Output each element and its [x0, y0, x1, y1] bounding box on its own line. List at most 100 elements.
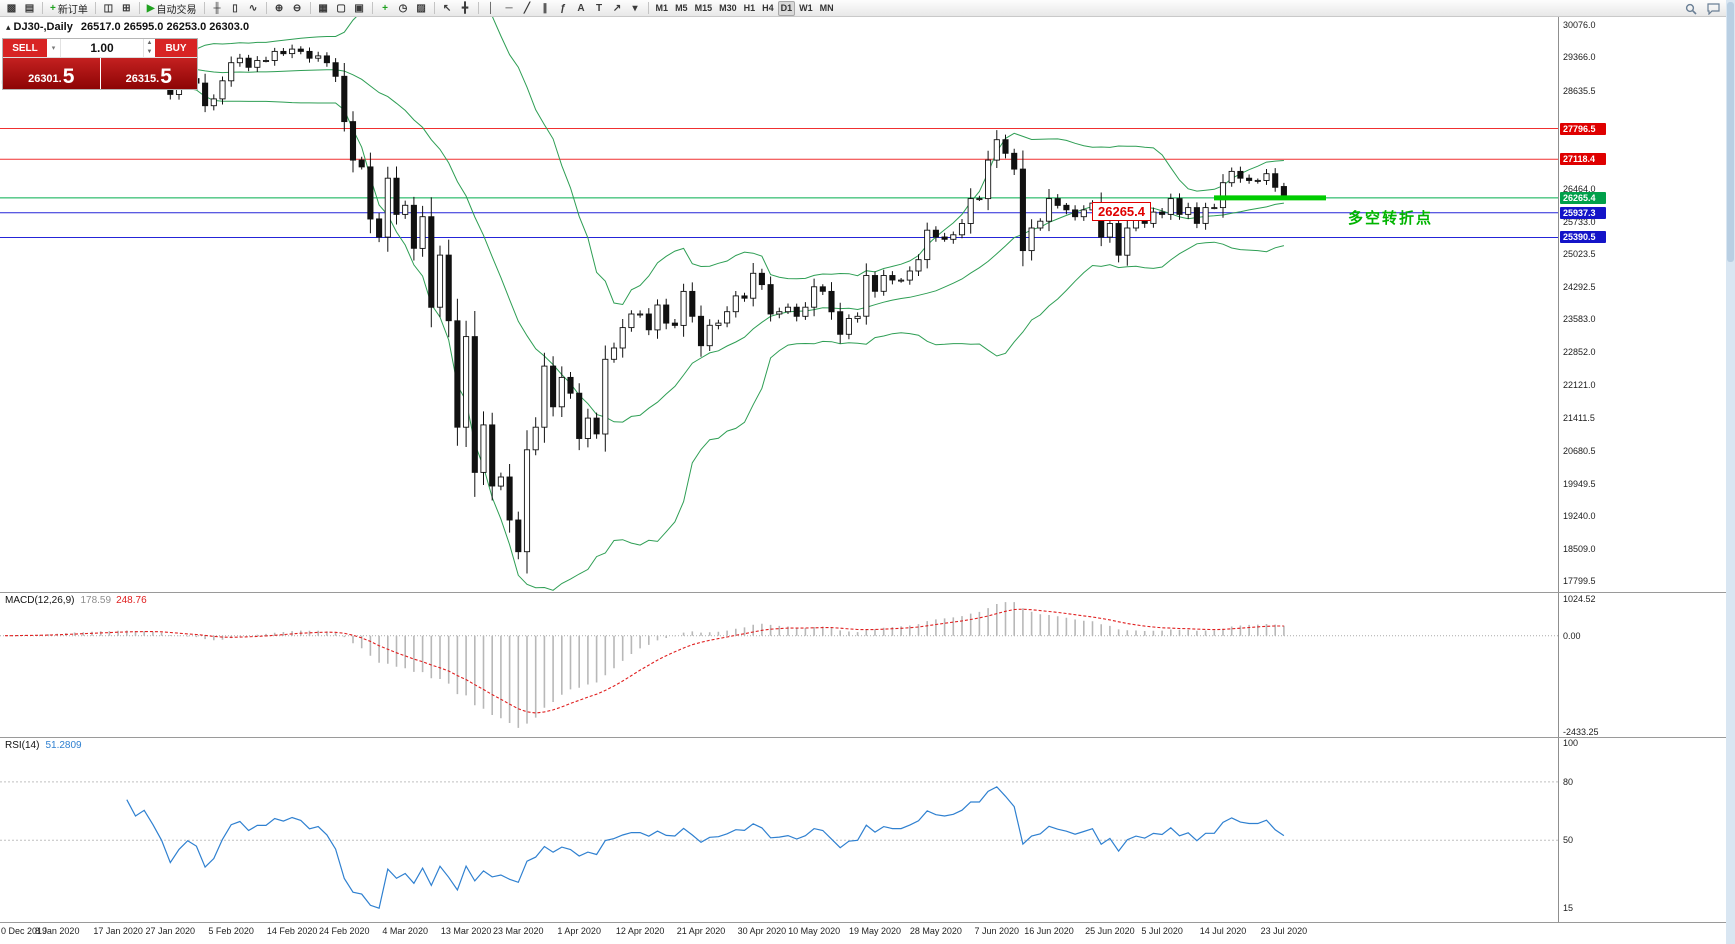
date-label: 5 Jul 2020 — [1141, 926, 1183, 936]
timeframe-m15[interactable]: M15 — [692, 1, 716, 16]
crosshair-icon[interactable]: ╋ — [457, 1, 474, 16]
grid-icon[interactable]: ▣ — [351, 1, 368, 16]
price-tick-label: 23583.0 — [1563, 314, 1596, 325]
date-label: 4 Mar 2020 — [382, 926, 428, 936]
price-badge: 26265.4 — [1560, 191, 1606, 204]
price-tick-label: 18509.0 — [1563, 544, 1596, 555]
price-tick-label: 19949.5 — [1563, 478, 1596, 489]
date-label: 8 Jan 2020 — [34, 926, 80, 936]
level-annotation-box[interactable]: 26265.4 — [1092, 202, 1151, 221]
line-chart-icon[interactable]: ∿ — [245, 1, 262, 16]
chart-symbol: DJ30-,Daily — [13, 21, 73, 33]
channel-icon[interactable]: ∥ — [537, 1, 554, 16]
bar-chart-icon[interactable]: ╫ — [209, 1, 226, 16]
panel-splitter[interactable] — [0, 592, 1727, 593]
tile-windows-icon[interactable]: ▦ — [315, 1, 332, 16]
timeframe-mn[interactable]: MN — [817, 1, 837, 16]
date-label: 23 Mar 2020 — [493, 926, 544, 936]
date-label: 7 Jun 2020 — [974, 926, 1020, 936]
price-chart-panel[interactable]: ▴ DJ30-,Daily 26517.0 26595.0 26253.0 2630… — [0, 17, 1558, 592]
price-tick-label: 22852.0 — [1563, 347, 1596, 358]
profiles-icon[interactable]: ▤ — [21, 1, 38, 16]
macd-panel: MACD(12,26,9) 178.59 248.76 — [0, 592, 1558, 737]
shapes-dropdown-icon[interactable]: ▾ — [627, 1, 644, 16]
timeframe-h1[interactable]: H1 — [741, 1, 759, 16]
trendline-icon[interactable]: ╱ — [519, 1, 536, 16]
fibonacci-icon[interactable]: ƒ — [555, 1, 572, 16]
timeframe-d1[interactable]: D1 — [777, 0, 796, 16]
rsi-chart-svg — [0, 781, 1558, 909]
rsi-tick-label: 15 — [1563, 903, 1574, 914]
cursor-icon[interactable]: ↖ — [439, 1, 456, 16]
timeframe-m1[interactable]: M1 — [653, 1, 672, 16]
vertical-scrollbar[interactable] — [1726, 0, 1735, 944]
indicators-icon[interactable]: + — [377, 1, 394, 16]
new-order-button[interactable]: + 新订单 — [47, 1, 91, 16]
volume-up-button[interactable]: ▲ — [146, 40, 153, 46]
volume-input-wrap: ▲ ▼ — [61, 39, 155, 57]
rsi-tick-label: 50 — [1563, 835, 1574, 846]
price-badge: 27118.4 — [1560, 153, 1606, 166]
chat-icon[interactable] — [1704, 1, 1723, 16]
timeframe-h4[interactable]: H4 — [759, 1, 777, 16]
timeframe-w1[interactable]: W1 — [796, 1, 816, 16]
candlestick-chart-icon[interactable]: ▯ — [227, 1, 244, 16]
new-chart-icon[interactable]: ▩ — [3, 1, 20, 16]
order-mode-dropdown[interactable]: ▾ — [47, 39, 61, 57]
rsi-label: RSI(14) 51.2809 — [5, 740, 82, 751]
price-tick-label: 19240.0 — [1563, 510, 1596, 521]
price-tick-label: 17799.5 — [1563, 576, 1596, 587]
arrows-icon[interactable]: ↗ — [609, 1, 626, 16]
price-tick-label: 30076.0 — [1563, 20, 1596, 31]
panel-splitter[interactable] — [0, 737, 1727, 738]
turning-point-label[interactable]: 多空转折点 — [1348, 210, 1434, 227]
top-toolbar: ▩ ▤ + 新订单 ◫ ⊞ ▶ 自动交易 ╫ ▯ ∿ ⊕ ⊖ ▦ ▢ ▣ + ◷ ▨ ↖ ╋ │ ─ ╱ ∥ ƒ A T ↗ ▾ M1 M5 M… — [0, 0, 1727, 17]
time-axis[interactable]: 0 Dec 2019 8 Jan 2020 17 Jan 2020 27 Jan 20… — [0, 922, 1558, 944]
price-tick-label: 28635.5 — [1563, 85, 1596, 96]
toolbar-right — [1682, 1, 1723, 16]
volume-input[interactable] — [61, 39, 143, 57]
timeframe-m5[interactable]: M5 — [672, 1, 691, 16]
vertical-line-icon[interactable]: │ — [483, 1, 500, 16]
price-tick-label: 20680.5 — [1563, 445, 1596, 456]
date-label: 24 Feb 2020 — [319, 926, 370, 936]
toolbar-separator — [371, 2, 373, 14]
zoom-in-icon[interactable]: ⊕ — [271, 1, 288, 16]
macd-tick-label: 1024.52 — [1563, 594, 1596, 604]
toolbar-separator — [94, 2, 96, 14]
date-label: 16 Jun 2020 — [1024, 926, 1074, 936]
toolbar-separator — [265, 2, 267, 14]
templates-icon[interactable]: ▨ — [413, 1, 430, 16]
toolbar-separator — [477, 2, 479, 14]
buy-button[interactable]: BUY — [155, 39, 197, 57]
date-label: 14 Feb 2020 — [266, 926, 318, 936]
text-icon[interactable]: A — [573, 1, 590, 16]
periods-icon[interactable]: ◷ — [395, 1, 412, 16]
auto-trading-button[interactable]: ▶ 自动交易 — [144, 1, 200, 16]
sell-price-display[interactable]: 26301. 5 — [3, 58, 100, 89]
zoom-out-icon[interactable]: ⊖ — [289, 1, 306, 16]
auto-arrange-icon[interactable]: ▢ — [333, 1, 350, 16]
price-badge: 25390.5 — [1560, 231, 1606, 244]
chart-ohlc-values: 26517.0 26595.0 26253.0 26303.0 — [80, 21, 250, 33]
scrollbar-thumb[interactable] — [1727, 2, 1734, 262]
horizontal-line-icon[interactable]: ─ — [501, 1, 518, 16]
toolbar-separator — [138, 2, 140, 14]
label-icon[interactable]: T — [591, 1, 608, 16]
sell-button[interactable]: SELL — [3, 39, 47, 57]
price-axis[interactable]: 30076.0 29366.0 28635.5 26464.0 25733.0 25023… — [1558, 17, 1628, 922]
search-icon[interactable] — [1682, 1, 1700, 16]
macd-signal-value: 248.76 — [116, 595, 147, 606]
timeframe-m30[interactable]: M30 — [716, 1, 740, 16]
rsi-panel: RSI(14) 51.2809 — [0, 737, 1558, 922]
chart-symbol-icon: ▴ — [6, 22, 11, 32]
date-label: 21 Apr 2020 — [676, 926, 726, 936]
market-watch-icon[interactable]: ◫ — [100, 1, 117, 16]
date-label: 17 Jan 2020 — [93, 926, 143, 936]
volume-down-button[interactable]: ▼ — [146, 49, 153, 55]
date-label: 1 Apr 2020 — [557, 926, 601, 936]
buy-price-display[interactable]: 26315. 5 — [100, 58, 197, 89]
date-label: 5 Feb 2020 — [208, 926, 254, 936]
rsi-value: 51.2809 — [45, 740, 82, 751]
data-window-icon[interactable]: ⊞ — [118, 1, 135, 16]
